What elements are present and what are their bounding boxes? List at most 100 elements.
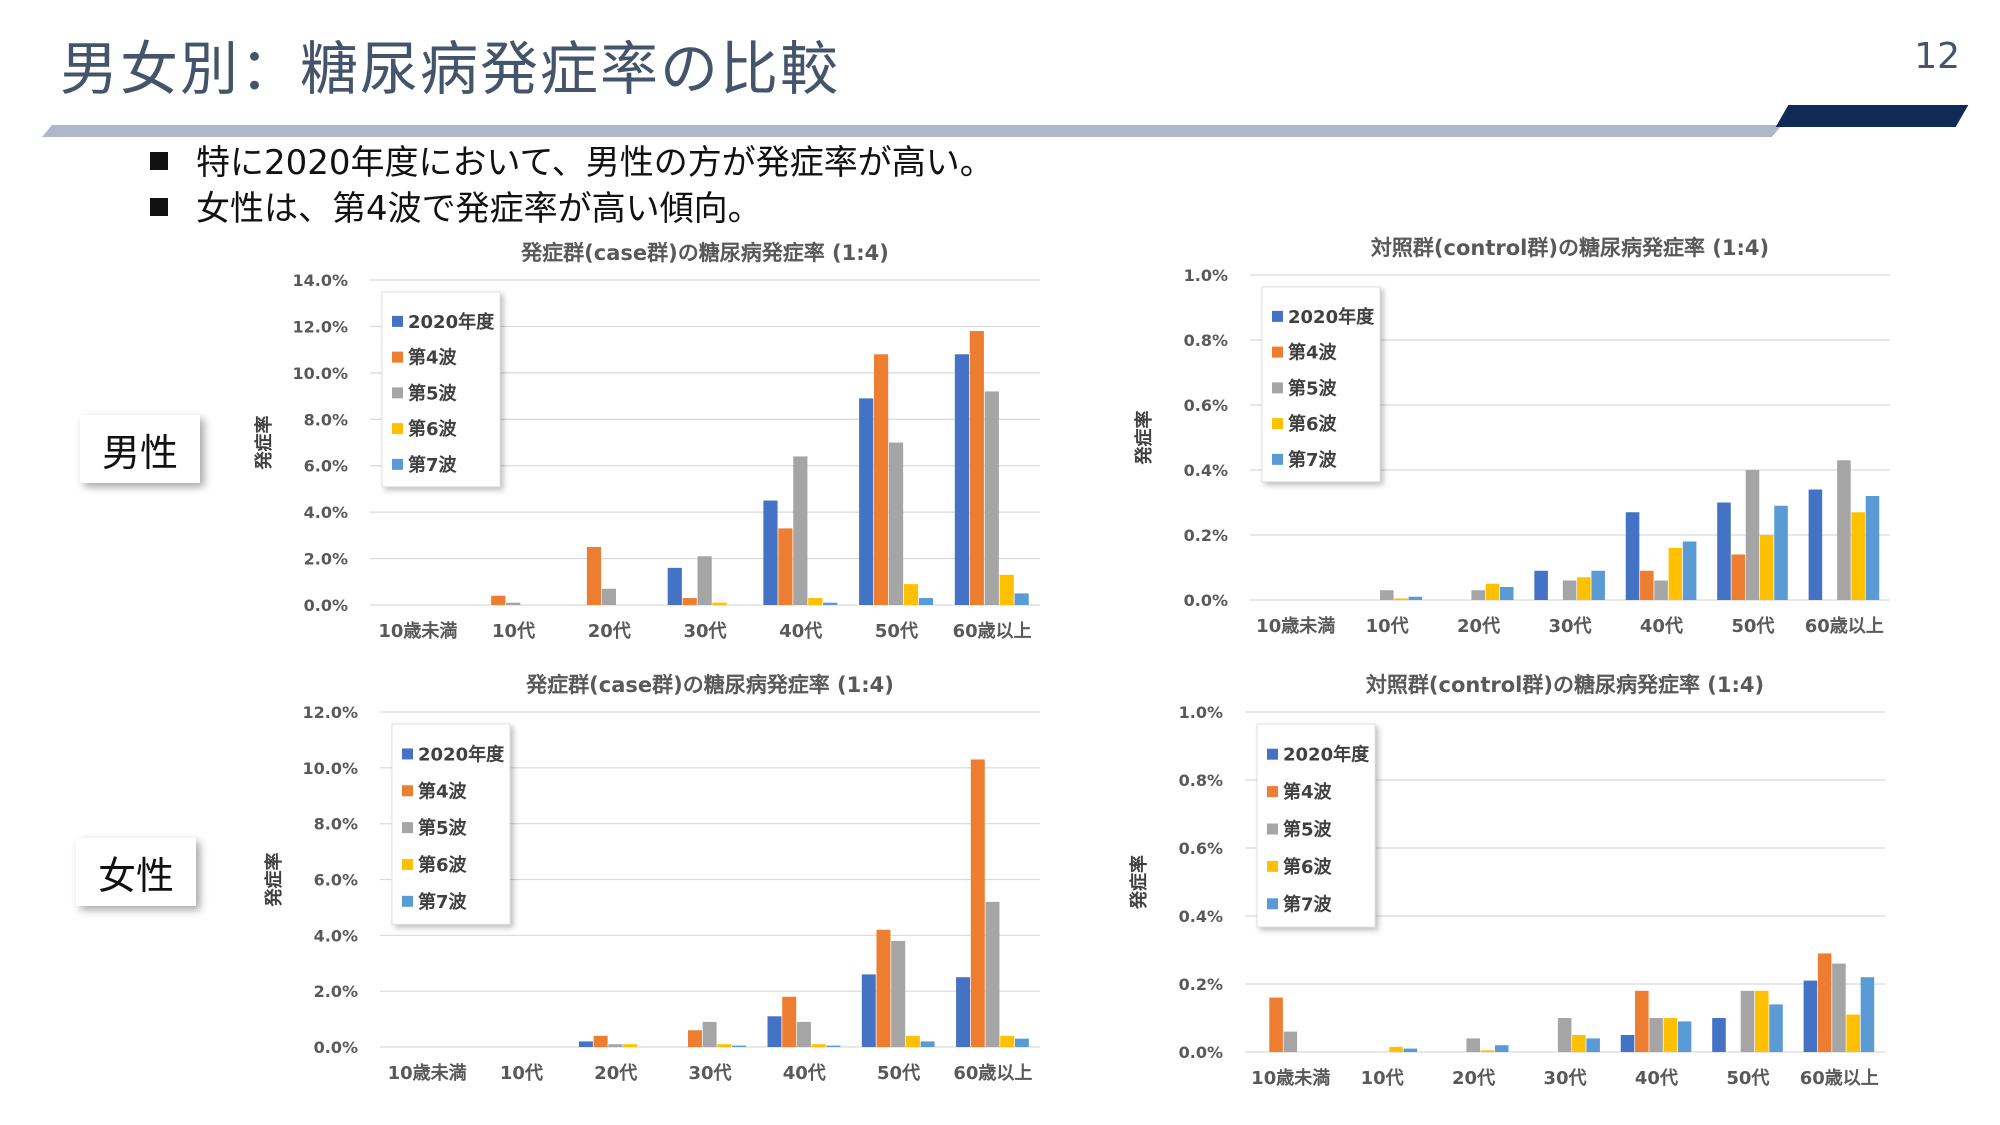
bar — [1803, 980, 1818, 1052]
y-axis-label: 発症率 — [1133, 411, 1155, 466]
legend-label: 第7波 — [418, 891, 468, 913]
bar — [1654, 580, 1668, 600]
y-tick-label: 2.0% — [304, 550, 348, 569]
bar — [861, 974, 876, 1047]
y-tick-label: 0.4% — [1179, 907, 1223, 926]
bar — [1408, 596, 1423, 600]
bar — [1269, 997, 1283, 1052]
male-label-box: 男性 — [80, 415, 200, 483]
bar — [702, 1021, 717, 1047]
bar — [888, 442, 904, 605]
bar — [970, 759, 985, 1047]
bar — [1860, 977, 1875, 1052]
x-tick-label: 30代 — [683, 621, 726, 642]
bar — [918, 598, 934, 605]
bar — [1014, 593, 1029, 605]
chart-svg: 対照群(control群)の糖尿病発症率 (1:4) 発症率 0.0% 0.2% 0.4… — [1133, 236, 1890, 637]
chart-title: 発症群(case群)の糖尿病発症率 (1:4) — [525, 673, 894, 697]
bar — [985, 901, 1000, 1047]
bar — [608, 1044, 623, 1047]
bar — [1394, 598, 1408, 600]
bar — [1846, 1014, 1860, 1052]
bar — [1754, 990, 1769, 1052]
bar — [1562, 580, 1577, 600]
legend-label: 第4波 — [418, 780, 468, 802]
legend-label: 第4波 — [1288, 342, 1338, 364]
bar — [1677, 1021, 1692, 1052]
x-tick-label: 20代 — [1457, 616, 1500, 637]
y-tick-label: 0.4% — [1184, 461, 1228, 480]
bar — [859, 398, 874, 605]
bar — [1865, 496, 1880, 600]
bar — [1769, 1004, 1783, 1052]
legend-label: 第5波 — [418, 817, 468, 839]
legend-swatch — [402, 858, 413, 870]
x-tick-label: 30代 — [1543, 1068, 1586, 1089]
x-tick-label: 60歳以上 — [953, 1063, 1032, 1084]
bar — [1403, 1048, 1418, 1052]
y-tick-label: 0.2% — [1184, 526, 1228, 545]
legend-swatch — [402, 748, 413, 760]
bar — [623, 1044, 638, 1047]
chart-title: 発症群(case群)の糖尿病発症率 (1:4) — [520, 241, 889, 265]
bar — [1389, 1046, 1403, 1052]
bar — [593, 1035, 608, 1047]
chart-title: 対照群(control群)の糖尿病発症率 (1:4) — [1366, 673, 1764, 697]
bar — [1283, 1031, 1298, 1052]
x-tick-label: 20代 — [1452, 1068, 1495, 1089]
y-axis-label: 発症率 — [263, 853, 285, 908]
x-tick-label: 40代 — [779, 621, 822, 642]
female-label: 女性 — [97, 853, 174, 898]
bar — [1620, 1035, 1635, 1052]
bar — [793, 456, 808, 605]
bar — [1774, 505, 1788, 600]
x-tick-label: 50代 — [875, 621, 918, 642]
y-tick-label: 6.0% — [314, 871, 358, 890]
male-control-chart: 対照群(control群)の糖尿病発症率 (1:4) 発症率 0.0% 0.2% 0.4… — [1110, 235, 1910, 665]
x-tick-label: 50代 — [1731, 616, 1774, 637]
x-tick-label: 30代 — [688, 1063, 731, 1084]
legend-label: 第6波 — [408, 418, 458, 440]
y-tick-label: 0.6% — [1184, 396, 1228, 415]
x-tick-label: 30代 — [1548, 616, 1591, 637]
female-control-chart: 対照群(control群)の糖尿病発症率 (1:4) 発症率 0.0% 0.2% 0.4… — [1105, 672, 1905, 1117]
bar — [999, 574, 1014, 605]
bar — [1759, 535, 1774, 600]
x-tick-label: 50代 — [877, 1063, 920, 1084]
square-bullet-icon — [150, 152, 168, 170]
x-tick-label: 10歳未満 — [388, 1062, 467, 1084]
y-tick-label: 0.0% — [304, 596, 348, 615]
title-underline-light — [41, 125, 1783, 137]
y-tick-label: 1.0% — [1184, 266, 1228, 285]
bar — [506, 602, 521, 605]
bar — [1625, 512, 1640, 600]
bar — [954, 354, 969, 605]
bar — [874, 354, 889, 605]
bullet-text: 特に2020年度において、男性の方が発症率が高い。 — [196, 143, 994, 183]
y-tick-label: 0.0% — [1179, 1043, 1223, 1062]
male-label: 男性 — [101, 430, 178, 475]
bar — [876, 929, 891, 1047]
bar — [1466, 1038, 1480, 1052]
x-tick-label: 20代 — [588, 621, 631, 642]
bar — [969, 331, 984, 605]
bar — [920, 1041, 935, 1047]
bar — [1817, 953, 1832, 1052]
y-tick-label: 1.0% — [1179, 703, 1223, 722]
bar — [767, 1016, 782, 1047]
legend-swatch — [1272, 453, 1283, 465]
y-tick-label: 10.0% — [302, 759, 358, 778]
square-bullet-icon — [150, 198, 168, 216]
bar — [763, 500, 778, 605]
x-tick-label: 10代 — [1361, 1068, 1404, 1089]
y-tick-label: 8.0% — [314, 815, 358, 834]
legend-label: 第7波 — [408, 454, 458, 476]
bar — [1649, 1018, 1663, 1052]
y-tick-label: 4.0% — [314, 926, 358, 945]
y-axis-label: 発症率 — [253, 416, 275, 471]
bar — [1635, 990, 1649, 1052]
bar — [1731, 554, 1746, 600]
y-tick-label: 6.0% — [304, 457, 348, 476]
y-tick-label: 4.0% — [304, 503, 348, 522]
legend-swatch — [1272, 382, 1283, 394]
